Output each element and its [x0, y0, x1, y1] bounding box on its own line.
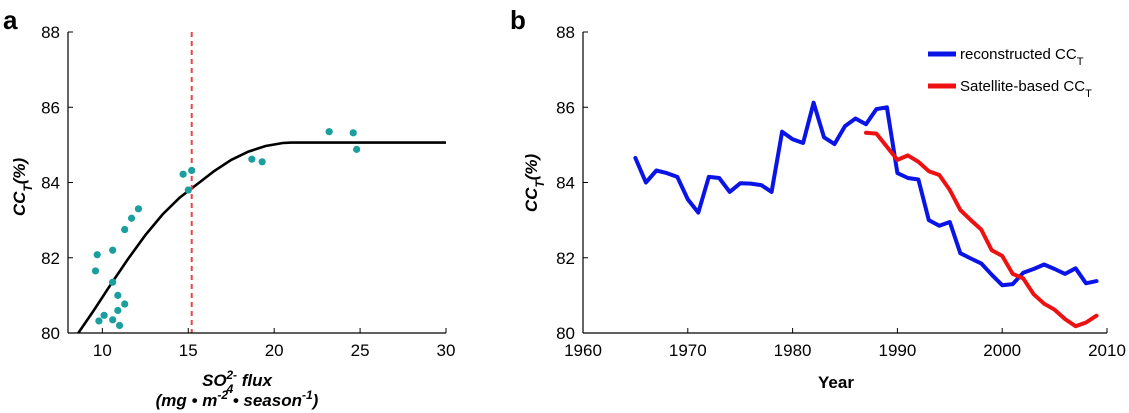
- panel-a-xticks: 10 15 20 25 30: [93, 328, 456, 360]
- panel-b-xtick-label: 2000: [983, 341, 1021, 360]
- panel-b-xticks: 1960 1970 1980 1990 2000 2010: [564, 328, 1126, 360]
- panel-a-x-axis-title-line2: (mg • m-2 • season-1): [156, 388, 319, 410]
- panel-b-ytick-label: 82: [556, 249, 575, 268]
- panel-a-xtick-label: 25: [351, 341, 370, 360]
- panel-a-y-axis-title: CCT(%): [10, 157, 35, 216]
- panel-b: b 80 82 84 86 88 1960 1970 1980 1990 2000 2010 CC…: [510, 5, 1126, 392]
- panel-a-data-point: [109, 246, 117, 254]
- panel-b-xtick-label: 1980: [774, 341, 812, 360]
- panel-a-xtick-label: 30: [437, 341, 456, 360]
- panel-a-data-point: [325, 128, 333, 136]
- panel-b-letter: b: [510, 5, 526, 35]
- panel-b-xtick-label: 1990: [878, 341, 916, 360]
- panel-a-xtick-label: 15: [179, 341, 198, 360]
- series-line-satellite: [864, 130, 1099, 329]
- panel-a-axes: [67, 32, 446, 334]
- panel-a-yticks: 80 82 84 86 88: [41, 23, 73, 343]
- panel-b-y-axis-title: CCT(%): [522, 153, 547, 212]
- panel-a-letter: a: [3, 5, 18, 35]
- series-line-reconstructed: [633, 100, 1099, 288]
- panel-a-ytick-label: 82: [41, 249, 60, 268]
- panel-a-ytick-label: 88: [41, 23, 60, 42]
- panel-b-ytick-label: 86: [556, 98, 575, 117]
- panel-b-legend: reconstructed CCT Satellite-based CCT: [928, 46, 1092, 100]
- panel-b-series-layer: [633, 100, 1099, 329]
- panel-a-fit-curve-layer: [77, 141, 446, 334]
- panel-a-fit-curve: [77, 141, 446, 334]
- panel-b-ytick-label: 88: [556, 23, 575, 42]
- panel-a-data-point: [100, 311, 108, 319]
- panel-b-yticks: 80 82 84 86 88: [556, 23, 588, 343]
- panel-a-data-point: [109, 278, 117, 286]
- panel-b-ytick-label: 80: [556, 324, 575, 343]
- panel-a-ytick-label: 86: [41, 98, 60, 117]
- panel-a: a 80 82 84 86 88 10 15 20 25 30 CCT(%) SO42- flu…: [3, 5, 455, 410]
- panel-a-ytick-label: 84: [41, 174, 60, 193]
- panel-a-data-point: [91, 267, 100, 275]
- panel-a-data-point: [115, 321, 124, 330]
- panel-a-data-point: [114, 291, 122, 299]
- panel-a-data-point: [95, 317, 103, 325]
- panel-a-data-point: [121, 300, 129, 308]
- panel-a-data-point: [93, 251, 101, 259]
- legend-label-satellite: Satellite-based CCT: [960, 78, 1092, 100]
- panel-a-data-point: [127, 214, 136, 222]
- panel-b-xtick-label: 1960: [564, 341, 602, 360]
- panel-a-data-point: [179, 170, 187, 178]
- panel-a-data-point: [349, 129, 357, 137]
- panel-a-data-point: [121, 225, 129, 234]
- panel-a-data-point: [134, 205, 143, 213]
- legend-label-reconstructed: reconstructed CCT: [960, 46, 1084, 68]
- panel-b-x-axis-title: Year: [818, 373, 854, 392]
- panel-a-xtick-label: 20: [265, 341, 284, 360]
- panel-b-ytick-label: 84: [556, 174, 575, 193]
- panel-a-data-point: [188, 166, 196, 175]
- panel-a-data-point: [109, 316, 117, 324]
- panel-a-data-point: [353, 145, 361, 153]
- panel-a-xtick-label: 10: [93, 341, 112, 360]
- panel-a-ytick-label: 80: [41, 324, 60, 343]
- panel-a-data-point: [114, 306, 122, 315]
- panel-a-points-layer: [91, 128, 361, 330]
- panel-a-data-point: [248, 155, 256, 163]
- panel-a-data-point: [184, 186, 192, 194]
- panel-b-xtick-label: 2010: [1088, 341, 1126, 360]
- panel-b-xtick-label: 1970: [669, 341, 707, 360]
- panel-a-x-axis-title-line1: SO42- flux: [202, 368, 273, 396]
- panel-a-data-point: [258, 158, 266, 166]
